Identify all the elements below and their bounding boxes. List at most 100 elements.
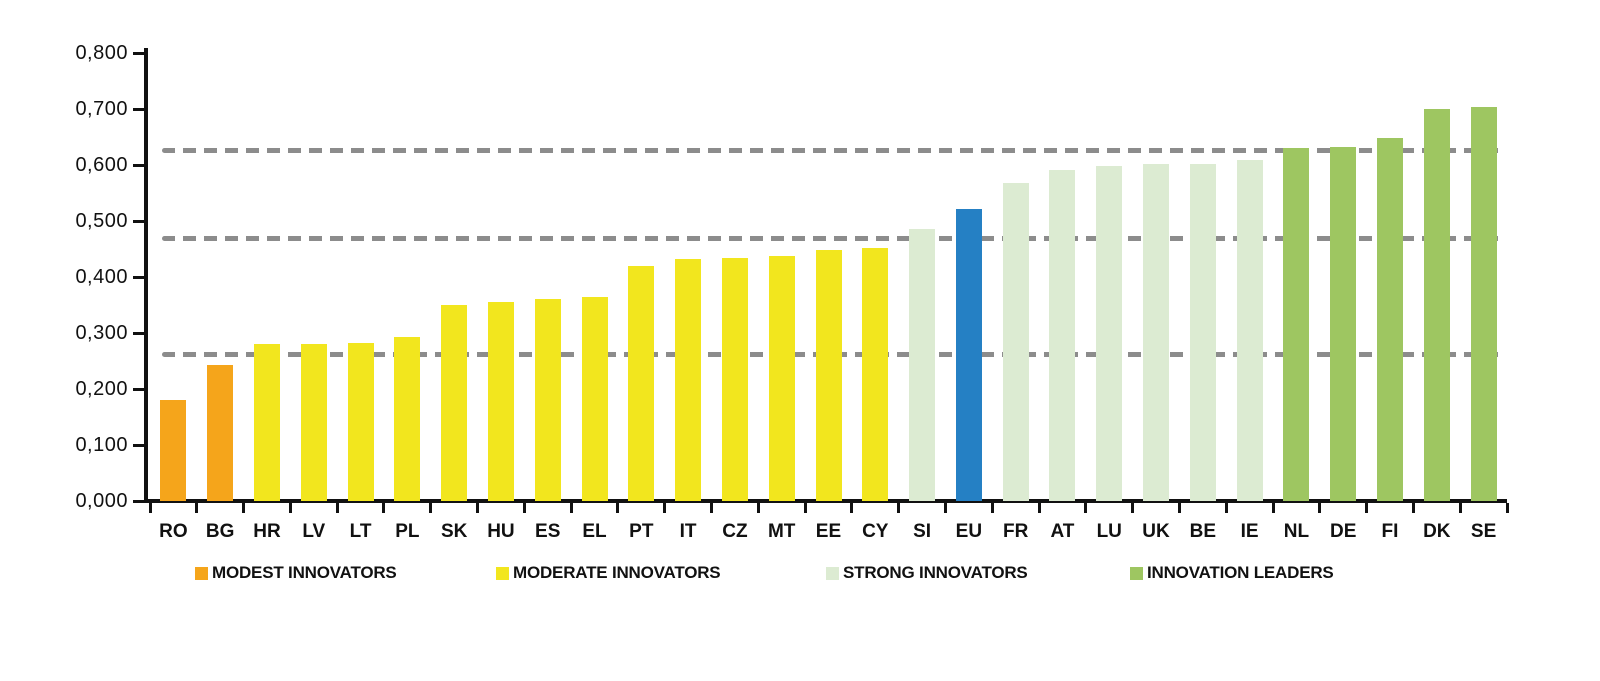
x-axis-label-el: EL [582,521,607,542]
x-axis-label-ro: RO [159,521,188,542]
y-axis-line [144,48,148,503]
strong-innovators-swatch-icon [826,566,839,580]
bar-pl [394,337,421,501]
bar-eu [955,209,982,501]
y-axis-label-0,500: 0,500 [75,210,128,232]
y-axis-label-0,800: 0,800 [75,42,128,64]
bar-pt [628,266,655,501]
x-tick [850,503,854,513]
x-axis-label-sk: SK [440,521,468,542]
bar-sk [441,305,468,501]
y-tick [133,219,144,223]
y-axis-label-0,200: 0,200 [75,378,128,400]
x-axis-label-be: BE [1189,521,1217,542]
bar-bg [207,365,234,501]
bar-fi [1377,137,1404,501]
bar-fr [1002,182,1029,501]
y-tick [133,275,144,279]
bar-lv [300,343,327,501]
x-axis-label-it: IT [679,521,697,542]
bar-cy [862,248,889,501]
x-tick [1037,503,1041,513]
x-axis-label-nl: NL [1283,521,1310,542]
bar-lu [1096,166,1123,501]
x-tick [195,503,199,513]
x-axis-label-fr: FR [1002,521,1029,542]
x-axis-label-at: AT [1050,521,1075,542]
x-axis-line [144,499,1507,503]
y-axis-label-0,300: 0,300 [75,322,128,344]
moderate-innovators-swatch-icon [496,566,509,580]
x-tick [1411,503,1415,513]
x-tick [335,503,339,513]
bar-dk [1423,109,1450,501]
bar-hr [253,344,280,501]
y-tick [133,51,144,55]
legend-label-modest: MODEST INNOVATORS [212,563,397,582]
x-axis-label-cy: CY [862,521,889,542]
x-axis-label-es: ES [535,521,561,542]
y-tick [133,387,144,391]
x-tick [710,503,714,513]
bar-it [675,259,702,501]
x-tick [1131,503,1135,513]
x-axis-label-cz: CZ [722,521,748,542]
bar-es [534,298,561,501]
x-tick [616,503,620,513]
y-tick [133,443,144,447]
x-axis-label-lu: LU [1096,521,1122,542]
bar-si [909,229,936,501]
y-tick [133,107,144,111]
x-axis-label-si: SI [913,521,932,542]
bar-hu [487,302,514,501]
x-axis-label-pt: PT [629,521,654,542]
x-tick [1365,503,1369,513]
y-tick [133,499,144,503]
threshold-dashed-line [162,235,1502,241]
legend-item-moderate: MODERATE INNOVATORS [496,563,721,582]
bar-de [1330,147,1357,501]
modest-innovators-swatch-icon [195,566,208,580]
y-tick [133,331,144,335]
x-axis-label-lv: LV [302,521,326,542]
bar-ee [815,250,842,501]
x-axis-label-mt: MT [767,521,796,542]
legend-item-strong: STRONG INNOVATORS [826,563,1028,582]
legend-label-leaders: INNOVATION LEADERS [1147,563,1334,582]
x-tick [943,503,947,513]
x-tick [476,503,480,513]
x-axis-label-lt: LT [349,521,372,542]
threshold-dashed-line [162,147,1502,153]
bar-el [581,297,608,501]
x-axis-label-ie: IE [1240,521,1259,542]
x-tick [1318,503,1322,513]
x-tick [990,503,994,513]
y-axis-label-0,600: 0,600 [75,154,128,176]
x-axis-label-uk: UK [1142,521,1170,542]
x-tick [1271,503,1275,513]
x-tick [897,503,901,513]
x-axis-label-se: SE [1470,521,1497,542]
legend-item-leaders: INNOVATION LEADERS [1130,563,1334,582]
bar-uk [1143,163,1170,501]
bar-at [1049,170,1076,501]
legend-label-strong: STRONG INNOVATORS [843,563,1028,582]
bar-ro [160,400,187,501]
x-axis-label-hr: HR [253,521,281,542]
x-tick [569,503,573,513]
y-axis-label-0,000: 0,000 [75,490,128,512]
y-axis-label-0,400: 0,400 [75,266,128,288]
bar-nl [1283,147,1310,501]
x-tick [1224,503,1228,513]
x-tick [803,503,807,513]
bar-lt [347,343,374,501]
x-axis-label-fi: FI [1381,521,1399,542]
x-tick [242,503,246,513]
x-tick [1458,503,1462,513]
x-axis-label-pl: PL [395,521,420,542]
legend-item-modest: MODEST INNOVATORS [195,563,397,582]
x-tick [429,503,433,513]
x-axis-label-eu: EU [955,521,983,542]
